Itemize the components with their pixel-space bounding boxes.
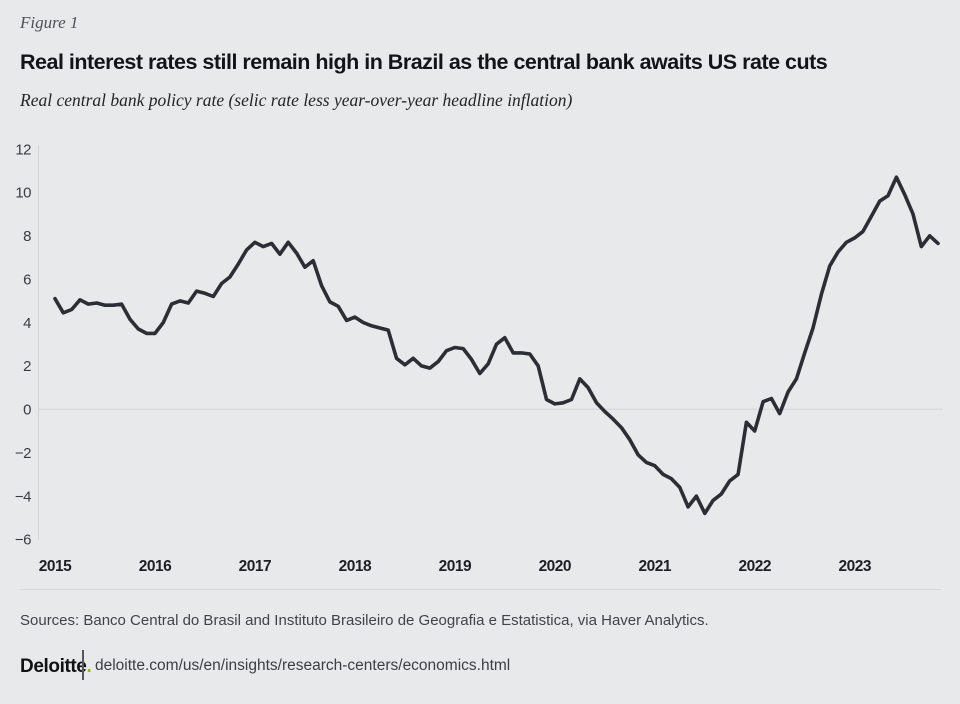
line-chart: 12 10 8 6 4 2 0 −2 −4 −6 2015 2016 2017 2018 2019 2020 2… <box>0 130 960 600</box>
chart-title: Real interest rates still remain high in… <box>20 50 828 74</box>
footer-divider <box>20 589 941 590</box>
deloitte-green-dot: . <box>86 656 92 677</box>
deloitte-logo: Deloitte. <box>20 656 92 678</box>
y-tick-label: −6 <box>15 532 31 549</box>
footer-url: deloitte.com/us/en/insights/research-cen… <box>95 657 511 674</box>
sources-note: Sources: Banco Central do Brasil and Ins… <box>20 612 709 629</box>
figure-label: Figure 1 <box>20 13 79 32</box>
x-tick-label: 2022 <box>738 558 770 575</box>
x-tick-label: 2020 <box>539 558 571 575</box>
y-tick-label: 2 <box>23 358 31 375</box>
y-tick-label: 6 <box>23 271 31 288</box>
brand-divider-bar <box>82 650 84 680</box>
policy-rate-line <box>53 175 940 516</box>
x-tick-label: 2016 <box>139 558 172 575</box>
y-tick-label: 0 <box>23 402 31 419</box>
y-tick-label: 10 <box>15 185 31 202</box>
x-tick-label: 2021 <box>639 558 672 575</box>
y-tick-label: 4 <box>23 315 31 332</box>
deloitte-wordmark: Deloitte <box>20 656 87 677</box>
x-tick-label: 2017 <box>239 558 271 575</box>
chart-subtitle: Real central bank policy rate (selic rat… <box>20 90 573 110</box>
line-chart-svg: 12 10 8 6 4 2 0 −2 −4 −6 2015 2016 2017 2018 2019 2020 2… <box>15 141 943 575</box>
x-tick-label: 2019 <box>439 558 472 575</box>
y-tick-label: 12 <box>15 141 31 158</box>
y-tick-label: −2 <box>15 445 31 462</box>
x-tick-label: 2023 <box>838 558 871 575</box>
x-tick-label: 2015 <box>39 558 72 575</box>
x-tick-label: 2018 <box>339 558 372 575</box>
y-tick-label: 8 <box>23 228 31 245</box>
y-tick-label: −4 <box>15 488 31 505</box>
